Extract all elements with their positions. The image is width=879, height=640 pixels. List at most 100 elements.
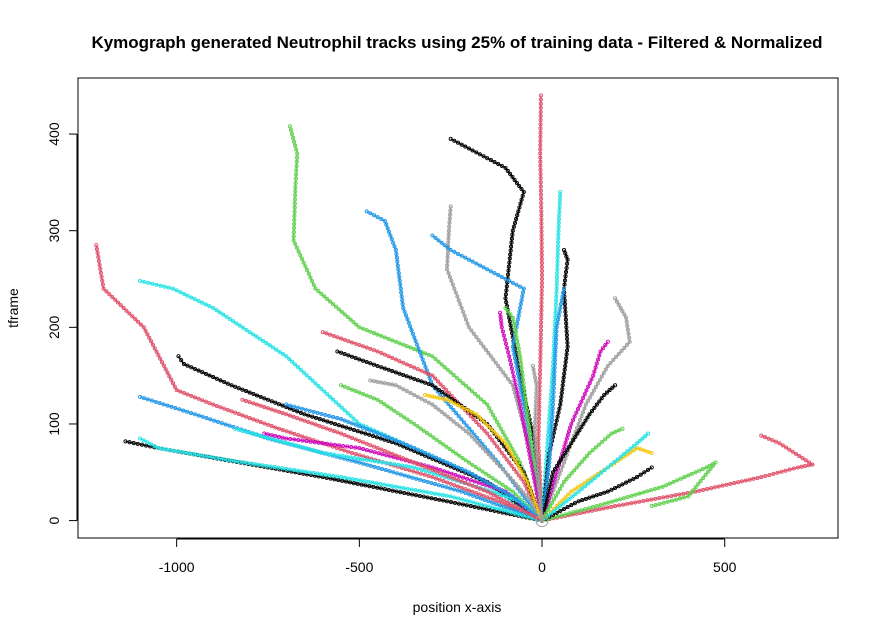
track-point <box>470 148 475 153</box>
track-point <box>426 393 431 398</box>
track-point <box>624 342 630 347</box>
track-point <box>422 361 427 366</box>
track-point <box>423 450 428 456</box>
track-point <box>427 375 432 380</box>
track-point <box>192 366 197 372</box>
track-point <box>510 494 515 499</box>
track-point <box>319 411 324 417</box>
track-point <box>503 276 508 282</box>
track-point <box>501 370 506 375</box>
track-point <box>371 396 377 401</box>
track-point <box>353 437 358 442</box>
track-point <box>346 339 351 344</box>
track-point <box>439 362 444 367</box>
track-point <box>555 321 560 326</box>
track-point <box>393 357 398 362</box>
track-point <box>364 448 370 453</box>
track-point <box>447 446 452 452</box>
track-point <box>466 460 472 465</box>
track-point <box>401 372 406 378</box>
track-point <box>533 419 538 424</box>
track-point <box>539 300 544 305</box>
track-point <box>555 244 561 249</box>
track-point <box>203 399 208 404</box>
track-point <box>614 498 619 503</box>
track-point <box>481 488 486 493</box>
track-point <box>270 345 276 350</box>
track-point <box>332 477 337 482</box>
track-point <box>675 478 680 483</box>
track-point <box>536 475 541 480</box>
track-point <box>577 428 582 433</box>
track-point <box>398 413 403 418</box>
track-point <box>479 425 484 430</box>
track-point <box>408 419 413 424</box>
track-point <box>240 413 245 418</box>
track-point <box>527 452 532 457</box>
track-point <box>544 483 549 488</box>
track-point <box>445 251 450 256</box>
track-point <box>529 491 534 496</box>
track-point <box>236 411 241 417</box>
track-point <box>539 221 544 226</box>
track-point <box>349 435 355 441</box>
track-point <box>508 171 513 176</box>
track-point <box>374 435 379 440</box>
track-point <box>404 464 409 469</box>
track-point <box>590 505 595 510</box>
track-point <box>561 506 567 512</box>
track-point <box>234 321 239 326</box>
track-point <box>426 400 431 405</box>
track-point <box>561 286 567 291</box>
track-point <box>463 429 468 434</box>
track-point <box>770 438 775 443</box>
track-point <box>544 479 549 484</box>
track-point <box>533 379 538 384</box>
track-point <box>538 159 543 164</box>
track-point <box>537 457 542 462</box>
track-point <box>569 503 574 508</box>
track-point <box>532 431 537 436</box>
track-point <box>514 497 519 502</box>
track-point <box>421 478 426 483</box>
track-point <box>466 408 472 413</box>
track-point <box>542 506 547 511</box>
track-point <box>364 328 369 333</box>
track-point <box>437 477 442 482</box>
track-point <box>96 258 101 264</box>
track-point <box>479 502 484 507</box>
track-point <box>360 358 366 363</box>
track-point <box>536 449 541 454</box>
track-point <box>549 478 554 483</box>
track-point <box>307 375 312 381</box>
track-point <box>437 396 442 401</box>
track-point <box>567 444 572 449</box>
track-point <box>446 228 451 233</box>
track-point <box>292 205 297 210</box>
track-point <box>579 482 584 488</box>
track-point <box>554 470 559 475</box>
track-point <box>415 447 420 452</box>
track-point <box>408 464 413 469</box>
x-tick-label: -1000 <box>159 559 195 575</box>
track-point <box>570 494 575 499</box>
track-point <box>492 508 497 513</box>
track-point <box>494 419 499 424</box>
track-point <box>487 434 492 439</box>
track-point <box>545 472 550 477</box>
track-point <box>445 255 450 260</box>
track-point <box>477 467 482 472</box>
track-point <box>555 514 560 519</box>
track-point <box>537 491 542 496</box>
track-point <box>295 416 300 421</box>
track-point <box>507 492 512 497</box>
track-point <box>463 406 468 411</box>
track-point <box>696 482 701 487</box>
track-point <box>556 232 561 237</box>
track-point <box>594 361 599 366</box>
track-point <box>284 354 289 359</box>
track-point <box>645 431 651 436</box>
track-point <box>408 459 413 464</box>
track-point <box>331 415 336 420</box>
track-point <box>492 497 497 502</box>
